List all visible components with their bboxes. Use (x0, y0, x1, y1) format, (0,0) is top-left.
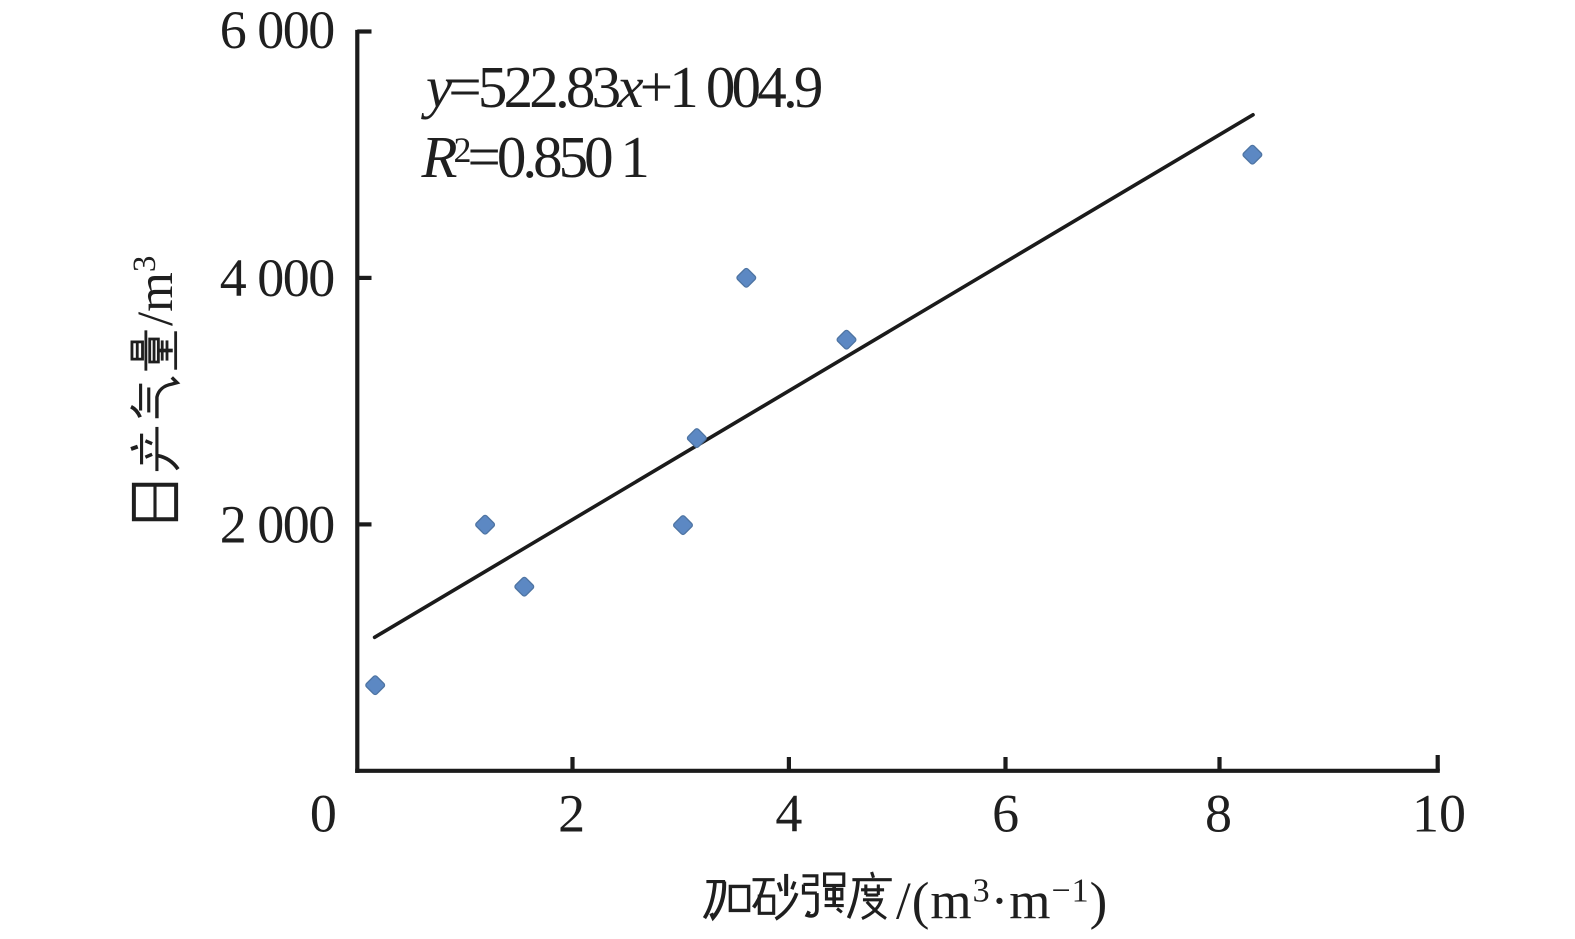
svg-text:6: 6 (992, 784, 1019, 844)
svg-text:8: 8 (1205, 784, 1232, 844)
svg-text:4 000: 4 000 (220, 248, 334, 308)
svg-text:0: 0 (310, 784, 337, 844)
svg-text:y=522.83x+1 004.9: y=522.83x+1 004.9 (421, 54, 822, 120)
svg-text:10: 10 (1412, 784, 1466, 844)
svg-text:2: 2 (558, 784, 585, 844)
svg-text:/(m3·m−1): /(m3·m−1) (896, 873, 1108, 931)
svg-text:4: 4 (775, 784, 802, 844)
svg-text:2 000: 2 000 (220, 495, 334, 555)
svg-text:6 000: 6 000 (220, 0, 334, 60)
